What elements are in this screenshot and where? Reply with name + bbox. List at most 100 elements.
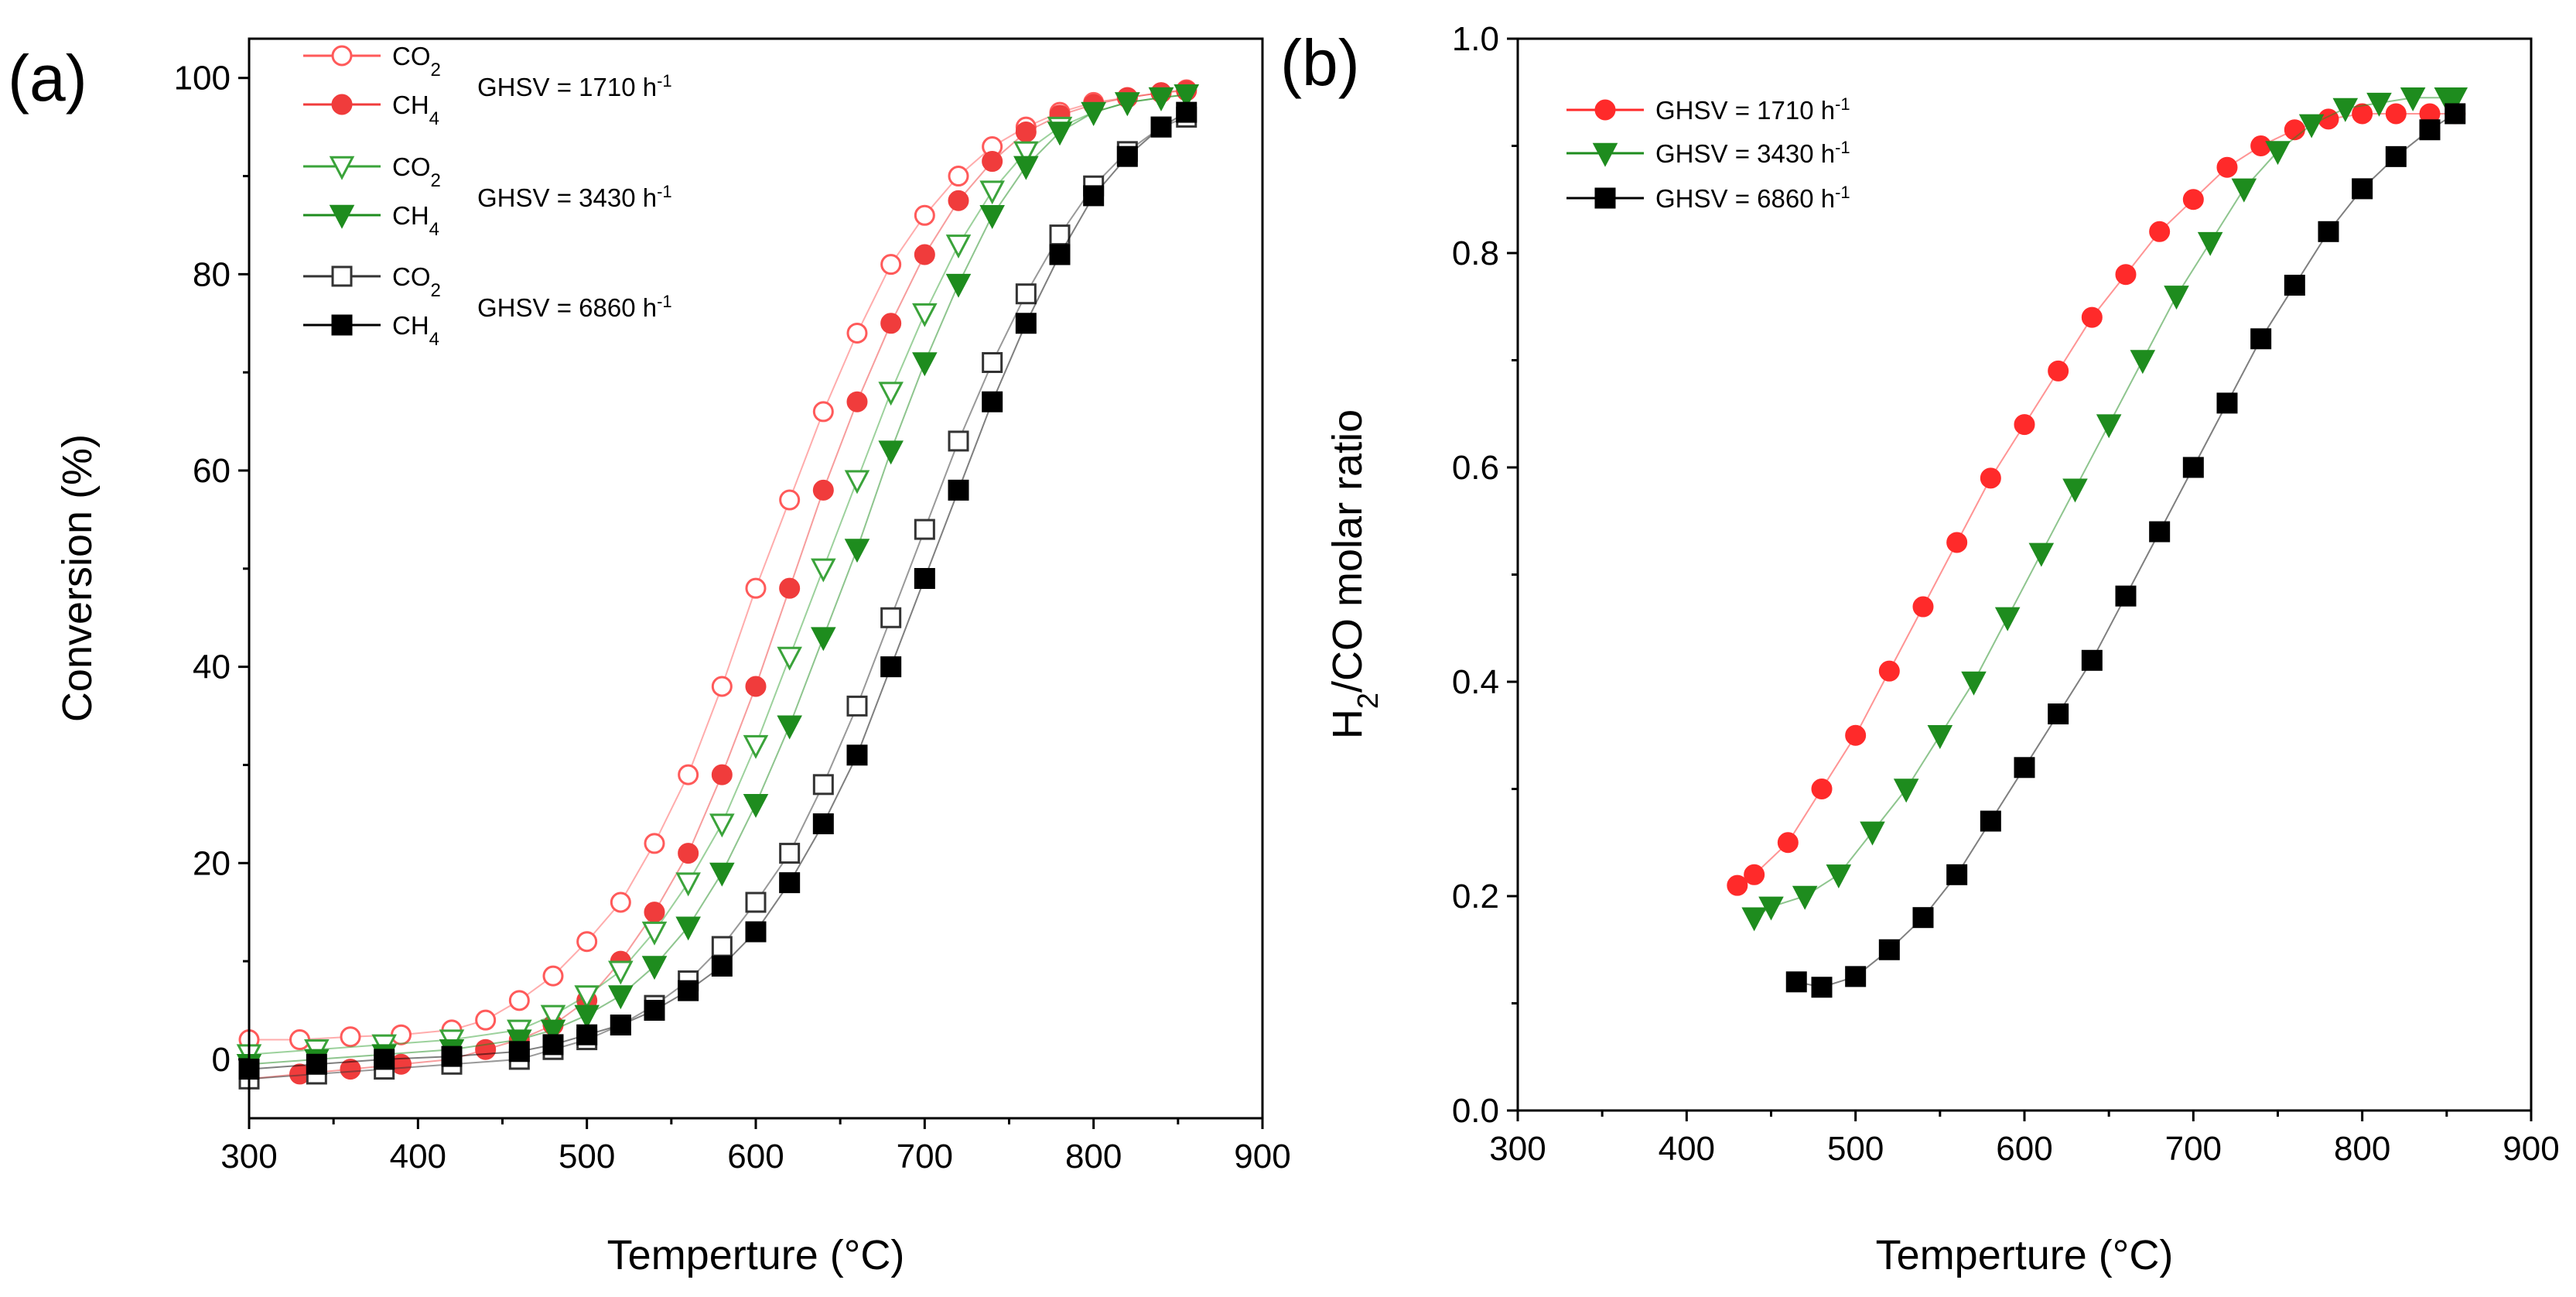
panel-b-data-marks xyxy=(1727,87,2468,998)
panel-a-series-5-point xyxy=(1015,313,1037,334)
panel-a-y-tick-label: 80 xyxy=(193,255,231,293)
panel-a-series-4-point xyxy=(779,843,801,864)
panel-a-x-tick-label: 500 xyxy=(559,1138,615,1176)
panel-b-series-2-point xyxy=(2115,585,2137,607)
panel-b-y-tick-label: 0.6 xyxy=(1452,449,1499,487)
panel-b-x-tick-label: 800 xyxy=(2334,1130,2390,1168)
panel-a-series-5-point xyxy=(1116,145,1138,167)
panel-a: (a) 300 400 500 600 700 800 900 0 20 40 60 80 100 T… xyxy=(8,37,1291,1278)
panel-b-x-tick-label: 500 xyxy=(1827,1130,1884,1168)
panel-b-legend-marker-2 xyxy=(1594,187,1616,209)
panel-b-series-2-point xyxy=(2216,392,2238,414)
panel-b-series-2-point xyxy=(1878,939,1900,960)
panel-b-series-2-point xyxy=(1811,977,1833,998)
panel-b-series-2-point xyxy=(2385,145,2407,167)
panel-b-series-0-point xyxy=(1912,596,1934,618)
panel-a-series-5-point xyxy=(846,744,868,766)
panel-a-legend-group-0: GHSV = 1710 h-1 xyxy=(477,71,672,102)
panel-a-series-2-point xyxy=(912,303,938,327)
panel-a-y-tick-label: 60 xyxy=(193,452,231,490)
panel-b-y-axis-title: H2/CO molar ratio xyxy=(1324,409,1385,739)
panel-a-series-4-point xyxy=(880,607,902,628)
panel-a-series-2-point xyxy=(945,234,972,259)
panel-b-y-tick-label: 0.4 xyxy=(1452,663,1499,701)
panel-a-series-1-point xyxy=(1015,121,1037,142)
panel-a-series-5-point xyxy=(880,656,902,678)
panel-b-series-0-point xyxy=(2385,103,2407,125)
panel-b-x-tick-label: 300 xyxy=(1489,1130,1546,1168)
panel-a-series-3-point xyxy=(709,862,735,887)
panel-a-series-5-point xyxy=(1083,185,1105,207)
panel-a-series-0-point xyxy=(475,1009,497,1031)
panel-a-series-3-point xyxy=(1047,121,1073,146)
panel-b-y-tick-label: 1.0 xyxy=(1452,20,1499,58)
panel-b-series-2-point xyxy=(2352,178,2373,200)
panel-a-legend-label-4: CO2 xyxy=(392,262,441,301)
panel-a-series-0-point xyxy=(779,489,801,511)
panel-a-series-5-point xyxy=(542,1034,564,1056)
panel-a-series-4-point xyxy=(982,352,1003,373)
panel-a-legend-label-5: CH4 xyxy=(392,311,439,350)
panel-a-series-5-point xyxy=(711,955,733,977)
panel-a-legend-label-0: CO2 xyxy=(392,42,441,80)
panel-a-series-2-point xyxy=(675,872,701,897)
panel-a-series-5-point xyxy=(948,479,969,501)
panel-b-x-axis-title: Temperture (°C) xyxy=(1876,1232,2174,1278)
panel-a-series-1-point xyxy=(982,151,1003,173)
panel-a-legend-marker-4 xyxy=(331,265,353,287)
panel-a-legend: CO2 CH4 CO2 CH4 CO2 CH4 GHSV = 1710 h-1 GHSV = … xyxy=(303,42,672,350)
panel-b-series-1-point xyxy=(1792,885,1818,910)
panel-b-series-2-point xyxy=(1912,907,1934,929)
panel-a-series-0-point xyxy=(542,965,564,987)
panel-a-series-2-point xyxy=(878,382,904,406)
panel-a-series-3-point xyxy=(743,793,769,818)
panel-b-series-2-line xyxy=(1796,113,2456,988)
panel-a-series-5-point xyxy=(812,813,834,835)
panel-a-series-3-point xyxy=(945,273,972,298)
panel-a-series-5 xyxy=(238,101,1197,1080)
panel-b-series-1-point xyxy=(2400,87,2426,111)
panel-a-series-0-point xyxy=(948,166,969,187)
panel-a-series-4-point xyxy=(711,936,733,957)
panel-b-series-2-point xyxy=(2149,521,2171,542)
panel-b-series-0-line xyxy=(1737,113,2455,887)
panel-a-series-0-point xyxy=(610,891,631,913)
panel-a-series-5-point xyxy=(576,1024,598,1045)
panel-a-series-4-point xyxy=(846,695,868,717)
panel-b-y-title-part2: /CO molar ratio xyxy=(1324,409,1371,693)
panel-a-series-4-line xyxy=(248,116,1187,1080)
panel-b-x-tick-label: 900 xyxy=(2503,1130,2559,1168)
panel-a-series-3-point xyxy=(1081,101,1106,126)
panel-a-series-2-point xyxy=(574,985,600,1010)
panel-a-series-0-point xyxy=(678,764,699,785)
panel-a-series-3-point xyxy=(641,956,668,980)
panel-b-x-tick-label: 400 xyxy=(1659,1130,1715,1168)
panel-b-series-2-point xyxy=(2182,457,2204,478)
panel-b-series-2-point xyxy=(2048,703,2069,725)
panel-a-series-2-line xyxy=(248,94,1187,1056)
panel-b-series-0-point xyxy=(1744,864,1765,885)
panel-a-y-tick-label: 0 xyxy=(212,1041,231,1079)
panel-b-series-1-point xyxy=(1893,779,1919,803)
panel-a-series-2-point xyxy=(743,734,769,759)
panel-a-x-tick-label: 700 xyxy=(897,1138,953,1176)
panel-a-legend-label-1: CH4 xyxy=(392,91,439,129)
panel-a-series-0-point xyxy=(914,204,935,226)
panel-b-series-0-point xyxy=(2081,306,2103,328)
panel-a-series-5-point xyxy=(745,921,767,943)
panel-a-series-0-point xyxy=(711,676,733,697)
panel-a-legend-group-1: GHSV = 3430 h-1 xyxy=(477,182,672,213)
panel-b-series-1-point xyxy=(1860,821,1885,846)
panel-a-series-5-point xyxy=(306,1053,327,1075)
panel-a-series-3-point xyxy=(1148,87,1174,111)
panel-b-series-1-point xyxy=(1741,907,1767,932)
panel-b-series-1-point xyxy=(2298,114,2325,139)
panel-a-series-1-point xyxy=(711,764,733,785)
panel-b-series-1-point xyxy=(2231,178,2257,203)
panel-a-series-2-point xyxy=(777,646,802,671)
panel-b-series-1-point xyxy=(1961,671,1987,696)
panel-b-y-ticks: 0.0 0.2 0.4 0.6 0.8 1.0 xyxy=(1452,20,1518,1130)
panel-a-series-0-point xyxy=(644,833,665,854)
panel-a-series-3-point xyxy=(979,205,1005,229)
